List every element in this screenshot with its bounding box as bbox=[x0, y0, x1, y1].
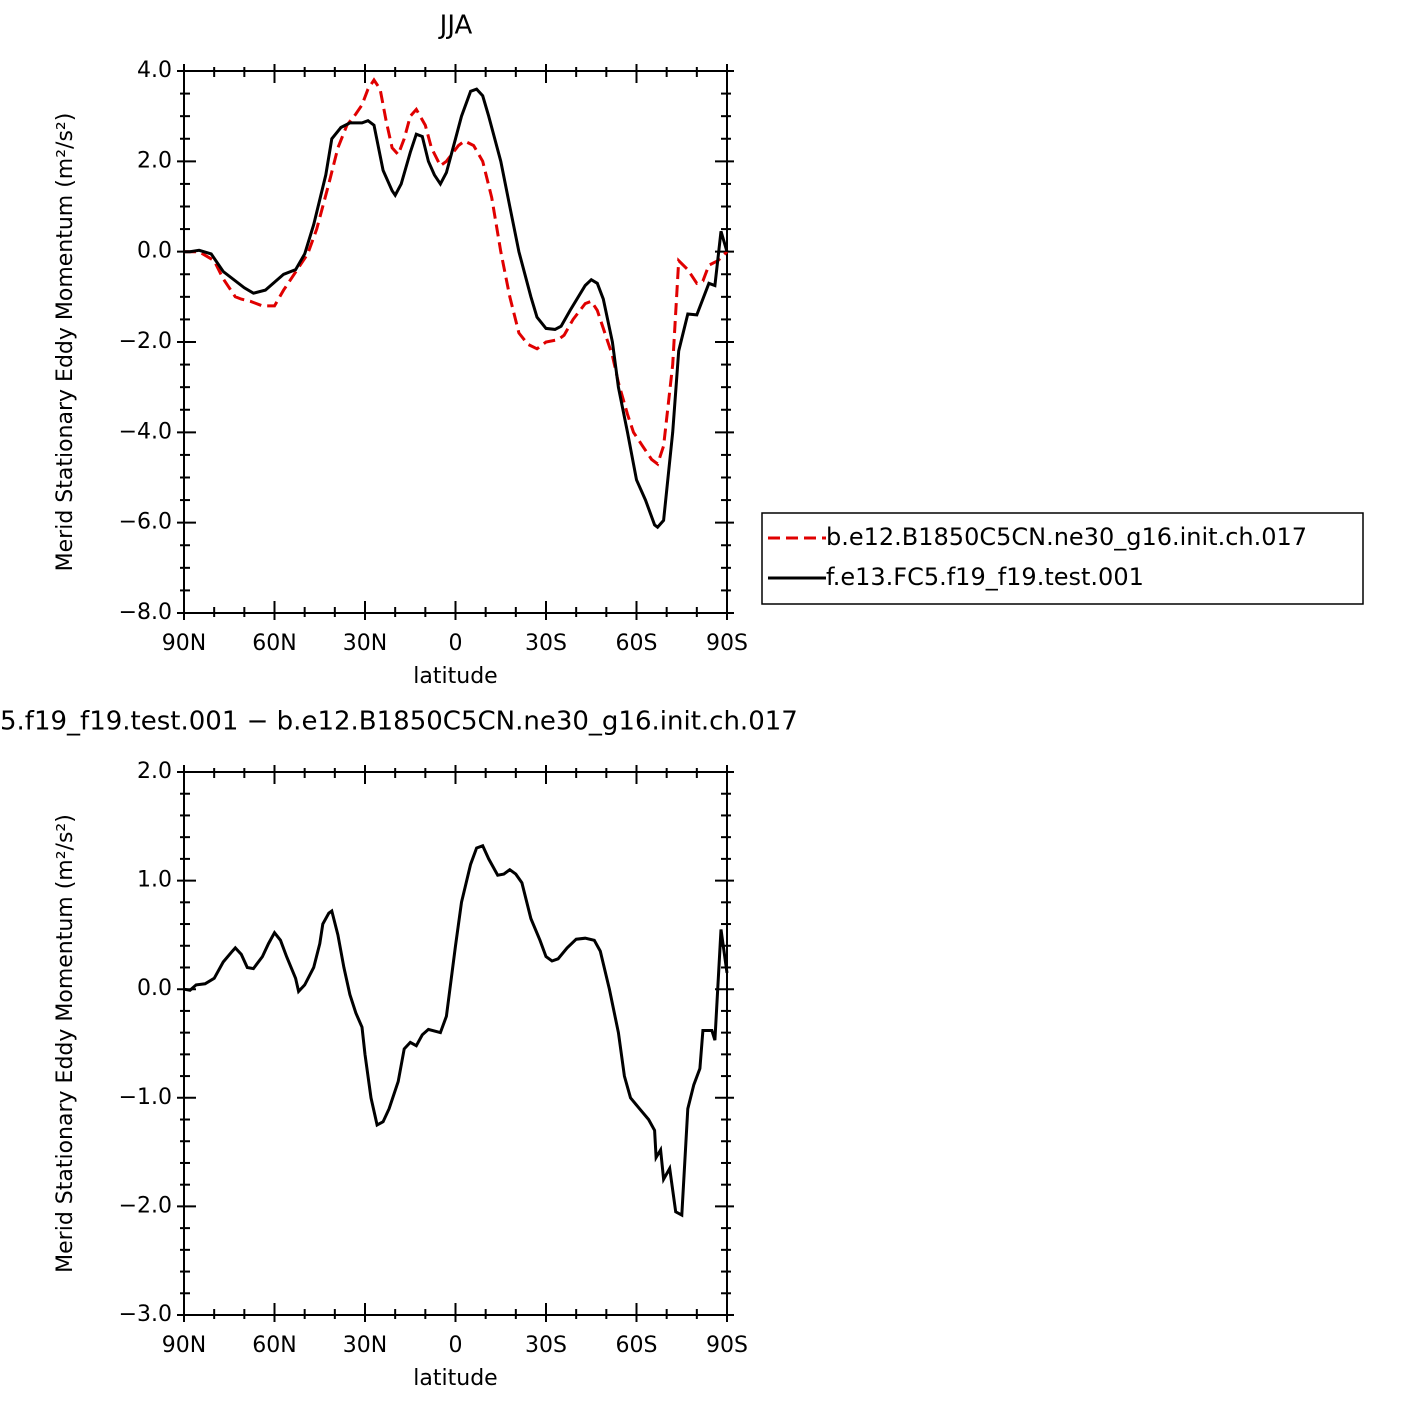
y-tick-label: 1.0 bbox=[137, 868, 172, 893]
x-tick-label: 30S bbox=[525, 1333, 567, 1358]
chart-title: 5.f19_f19.test.001 − b.e12.B1850C5CN.ne3… bbox=[0, 707, 798, 737]
x-tick-label: 60S bbox=[616, 1333, 658, 1358]
chart-title: JJA bbox=[438, 11, 473, 41]
legend-label: f.e13.FC5.f19_f19.test.001 bbox=[826, 563, 1144, 591]
legend-label: b.e12.B1850C5CN.ne30_g16.init.ch.017 bbox=[826, 523, 1307, 551]
y-tick-label: 0.0 bbox=[137, 239, 172, 264]
y-tick-label: 4.0 bbox=[137, 58, 172, 83]
y-tick-label: −8.0 bbox=[119, 600, 172, 625]
plot-frame bbox=[183, 70, 728, 614]
x-tick-label: 60N bbox=[252, 1333, 296, 1358]
y-axis-label: Merid Stationary Eddy Momentum (m²/s²) bbox=[53, 814, 78, 1273]
x-tick-label: 30N bbox=[343, 1333, 387, 1358]
y-tick-label: 2.0 bbox=[137, 148, 172, 173]
x-tick-label: 60N bbox=[252, 631, 296, 656]
y-tick-label: 0.0 bbox=[137, 976, 172, 1001]
x-tick-label: 90N bbox=[162, 1333, 206, 1358]
y-tick-label: −2.0 bbox=[119, 1193, 172, 1218]
y-tick-label: −2.0 bbox=[119, 329, 172, 354]
data-line bbox=[183, 843, 729, 1218]
y-tick-label: −1.0 bbox=[119, 1085, 172, 1110]
x-tick-label: 30N bbox=[343, 631, 387, 656]
y-tick-label: −3.0 bbox=[119, 1302, 172, 1327]
y-tick-label: −4.0 bbox=[119, 419, 172, 444]
x-tick-label: 0 bbox=[449, 631, 463, 656]
x-tick-label: 90N bbox=[162, 631, 206, 656]
y-tick-label: 2.0 bbox=[137, 759, 172, 784]
data-line bbox=[184, 77, 729, 467]
data-line bbox=[184, 87, 729, 530]
y-tick-label: −6.0 bbox=[119, 510, 172, 535]
x-tick-label: 0 bbox=[449, 1333, 463, 1358]
x-tick-label: 30S bbox=[525, 631, 567, 656]
y-axis-label: Merid Stationary Eddy Momentum (m²/s²) bbox=[53, 113, 78, 572]
x-axis-label: latitude bbox=[413, 664, 497, 689]
plot-frame bbox=[183, 771, 728, 1316]
x-tick-label: 90S bbox=[706, 1333, 748, 1358]
legend-box bbox=[761, 512, 1364, 605]
x-axis-label: latitude bbox=[413, 1366, 497, 1391]
x-tick-label: 90S bbox=[706, 631, 748, 656]
x-tick-label: 60S bbox=[616, 631, 658, 656]
